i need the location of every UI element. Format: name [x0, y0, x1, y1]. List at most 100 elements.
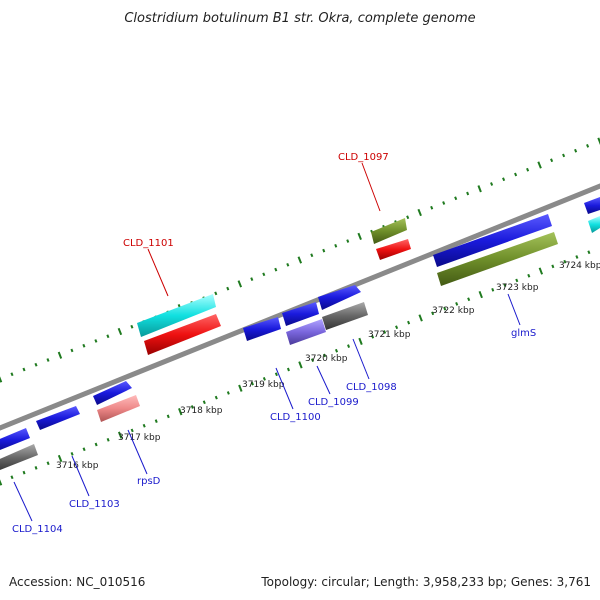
inner-tick-mark	[117, 431, 123, 439]
gene-cld-1100-feature[interactable]	[243, 317, 281, 341]
outer-tick-mark	[562, 153, 566, 158]
map-title: Clostridium botulinum B1 str. Okra, comp…	[124, 11, 475, 26]
outer-tick-mark	[46, 358, 50, 362]
inner-tick-mark	[10, 475, 14, 480]
outer-tick-mark	[586, 144, 590, 148]
gene-cld-1104-inner[interactable]	[0, 444, 38, 472]
gene-cld-1103-feature[interactable]	[36, 406, 80, 430]
outer-tick-mark	[82, 343, 86, 348]
gene-rpsd-inner[interactable]	[97, 395, 140, 422]
outer-tick-mark	[237, 280, 243, 288]
gene-cld-1097-feature[interactable]	[371, 218, 407, 244]
gene-glms-feature[interactable]	[433, 214, 552, 267]
inner-tick-mark	[46, 461, 50, 466]
inner-tick-mark	[527, 273, 531, 278]
gene-cld-1101-inner[interactable]	[144, 314, 221, 355]
inner-tick-mark	[310, 358, 315, 362]
gene-label-cld-1100[interactable]: CLD_1100	[270, 412, 321, 423]
outer-tick-mark	[117, 327, 123, 336]
inner-tick-mark	[34, 466, 38, 470]
gene-glms-inner[interactable]	[437, 232, 558, 286]
gene-right-edge-inner[interactable]	[588, 216, 600, 233]
inner-tick-mark	[538, 267, 544, 275]
tick-label: 3722 kbp	[432, 306, 475, 316]
outer-tick-mark	[57, 351, 63, 359]
inner-tick-mark	[455, 302, 459, 306]
outer-tick-mark	[262, 272, 266, 277]
gene-label-cld-1101[interactable]: CLD_1101	[123, 238, 174, 249]
gene-label-cld-1097[interactable]: CLD_1097	[338, 152, 389, 163]
outer-tick-mark	[442, 201, 446, 205]
outer-tick-mark	[357, 232, 362, 240]
gene-label-glms[interactable]: glmS	[511, 328, 536, 339]
inner-tick-mark	[106, 437, 110, 442]
gene-rpsd-feature[interactable]	[93, 381, 132, 405]
gene-label-cld-1104[interactable]: CLD_1104	[12, 524, 63, 535]
gene-cld-1099-inner[interactable]	[286, 319, 326, 345]
outer-tick-mark	[214, 291, 218, 296]
outer-tick-mark	[286, 263, 290, 267]
inner-tick-mark	[515, 278, 519, 283]
outer-tick-mark	[322, 248, 326, 253]
outer-tick-mark	[466, 191, 470, 196]
inner-tick-mark	[443, 306, 447, 311]
inner-tick-mark	[371, 334, 375, 339]
accession-text: Accession: NC_010516	[9, 575, 145, 589]
gene-cld-1098-inner[interactable]	[322, 302, 368, 330]
inner-tick-mark	[22, 470, 26, 475]
inner-tick-mark	[202, 400, 206, 405]
outer-tick-mark	[490, 182, 494, 186]
inner-tick-mark	[551, 264, 555, 269]
gene-right-edge-feature[interactable]	[584, 197, 600, 214]
gene-cld-1104-feature[interactable]	[0, 428, 30, 452]
gene-labels: CLD_1097 CLD_1101 CLD_1098 CLD_1099 CLD_…	[12, 152, 536, 535]
inner-tick-mark	[563, 259, 567, 264]
tick-label: 3721 kbp	[368, 330, 411, 340]
inner-tick-mark	[286, 367, 290, 372]
tick-label: 3718 kbp	[180, 406, 223, 416]
outer-tick-mark	[406, 215, 410, 220]
outer-tick-mark	[514, 172, 518, 177]
inner-tick-mark	[70, 452, 74, 456]
label-leaders	[13, 162, 521, 522]
inner-tick-mark	[587, 250, 591, 255]
gene-cld-1097-inner[interactable]	[376, 239, 411, 260]
inner-tick-mark	[142, 423, 146, 428]
outer-tick-mark	[417, 208, 422, 217]
inner-tick-mark	[395, 325, 399, 330]
outer-tick-mark	[226, 286, 230, 291]
outer-tick-mark	[526, 167, 530, 172]
inner-tick-mark	[166, 414, 170, 419]
tick-label: 3716 kbp	[56, 461, 99, 471]
inner-tick-mark	[347, 344, 351, 348]
inner-tick-mark	[262, 377, 266, 381]
inner-tick-mark	[334, 348, 339, 353]
tick-label: 3720 kbp	[305, 354, 348, 364]
outer-tick-mark	[310, 253, 314, 258]
inner-tick-mark	[491, 287, 495, 292]
inner-tick-mark	[214, 395, 218, 400]
inner-tick-mark	[226, 391, 230, 395]
outer-tick-mark	[537, 161, 542, 169]
inner-tick-mark	[274, 372, 278, 377]
inner-tick-mark	[575, 255, 579, 259]
inner-tick-mark	[94, 442, 98, 447]
kbp-labels: 3716 kbp 3717 kbp 3718 kbp 3719 kbp 3720…	[56, 261, 600, 471]
inner-tick-mark	[431, 311, 435, 316]
tick-label: 3717 kbp	[118, 433, 161, 443]
gene-label-cld-1103[interactable]: CLD_1103	[69, 499, 120, 510]
gene-label-rpsd[interactable]: rpsD	[137, 476, 161, 487]
inner-tick-mark	[322, 353, 327, 358]
inner-tick-mark	[503, 283, 507, 287]
gene-cld-1101-feature[interactable]	[137, 294, 216, 337]
inner-tick-mark	[407, 320, 411, 325]
inner-tick-mark	[154, 419, 158, 423]
outer-tick-mark	[550, 158, 554, 163]
tick-label: 3723 kbp	[496, 283, 539, 293]
gene-label-cld-1099[interactable]: CLD_1099	[308, 397, 359, 408]
gene-cld-1098-feature[interactable]	[318, 285, 361, 310]
gene-cld-1099-feature[interactable]	[282, 302, 319, 326]
inner-tick-mark	[190, 405, 194, 409]
gene-label-cld-1098[interactable]: CLD_1098	[346, 382, 397, 393]
